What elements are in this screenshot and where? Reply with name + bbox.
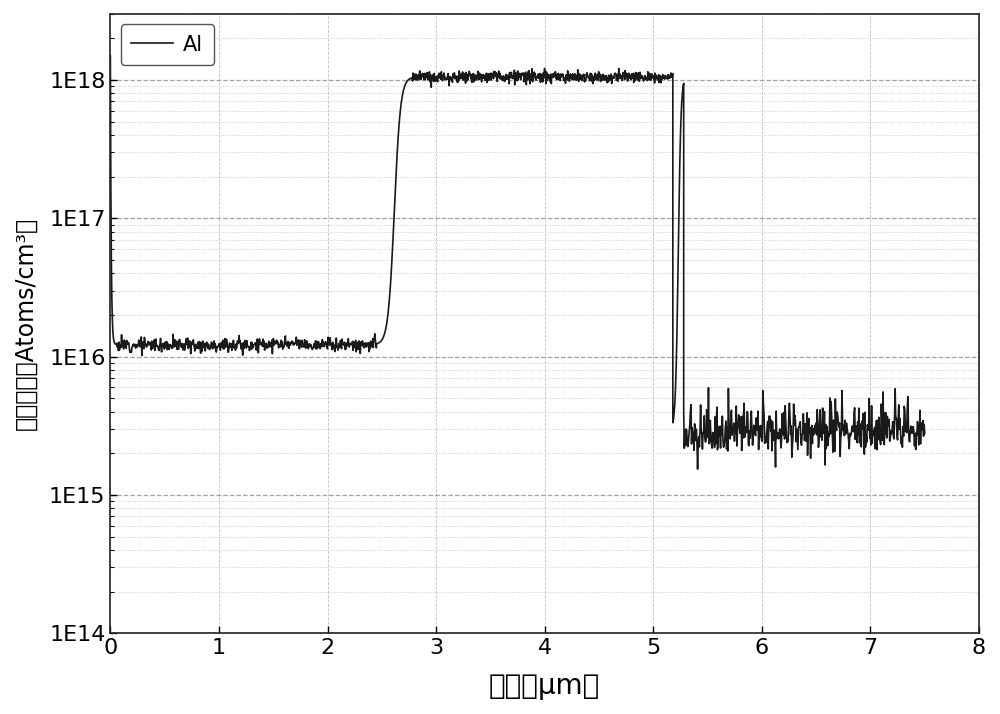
Al (919, 429, 931, 438)
Al (692, 465, 704, 473)
Al (720, 417, 732, 426)
Al (890, 415, 902, 423)
Al (104, 51, 116, 60)
Al (814, 416, 826, 425)
Legend: Al: Al (121, 24, 214, 65)
X-axis label: 深度（μm）: 深度（μm） (489, 672, 600, 700)
Al (396, 91, 408, 99)
Al (603, 72, 615, 81)
Al (269, 337, 281, 346)
Line: Al: Al (110, 56, 925, 469)
Y-axis label: 掺杂浓度（Atoms/cm³）: 掺杂浓度（Atoms/cm³） (14, 217, 38, 431)
